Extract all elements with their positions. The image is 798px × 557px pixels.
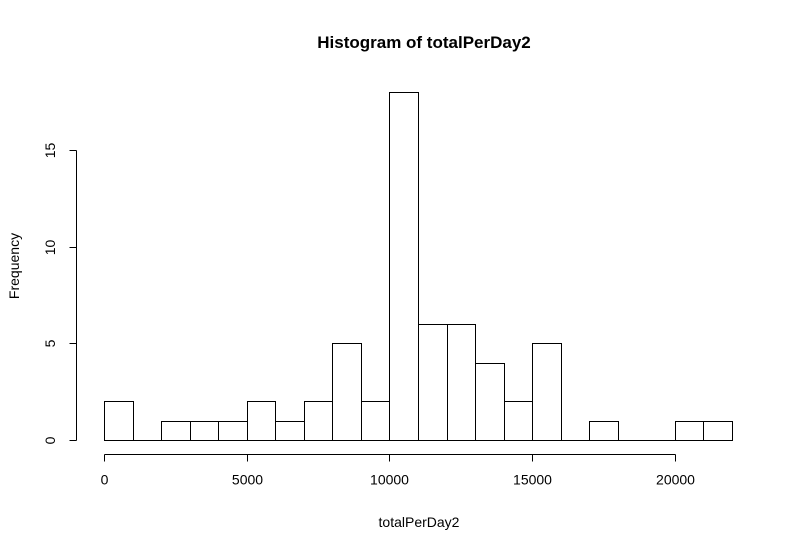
histogram-bar (190, 421, 219, 441)
y-axis-title: Frequency (6, 233, 22, 299)
y-tick-label: 15 (42, 143, 58, 159)
x-tick-label: 15000 (513, 472, 552, 488)
x-tick-label: 20000 (656, 472, 695, 488)
x-tick-label: 5000 (232, 472, 263, 488)
histogram-bar (104, 401, 134, 441)
histogram-bar (475, 363, 505, 441)
histogram-bar (389, 92, 419, 441)
histogram-bar (332, 343, 362, 441)
histogram-bar (275, 421, 305, 441)
histogram-bar (447, 324, 476, 441)
x-axis: 0 5000 10000 15000 20000 (101, 454, 695, 488)
x-axis-title: totalPerDay2 (379, 514, 460, 530)
y-tick-label: 10 (42, 240, 58, 256)
chart-title: Histogram of totalPerDay2 (317, 33, 531, 52)
histogram-bar (418, 324, 448, 441)
histogram-bar (703, 421, 733, 441)
histogram-bar (161, 421, 191, 441)
histogram-bar (532, 343, 562, 441)
histogram-bar (218, 421, 248, 441)
histogram-bar (247, 401, 276, 441)
histogram-bar (504, 401, 533, 441)
y-tick-label: 5 (42, 339, 58, 347)
y-axis: 0 5 10 15 (42, 143, 77, 444)
x-tick-label: 0 (101, 472, 109, 488)
histogram-bar (361, 401, 390, 441)
y-tick-label: 0 (42, 436, 58, 444)
histogram-bar (589, 421, 619, 441)
histogram-bar (675, 421, 704, 441)
bars-group (104, 92, 733, 441)
x-tick-label: 10000 (370, 472, 409, 488)
histogram-bar (304, 401, 333, 441)
